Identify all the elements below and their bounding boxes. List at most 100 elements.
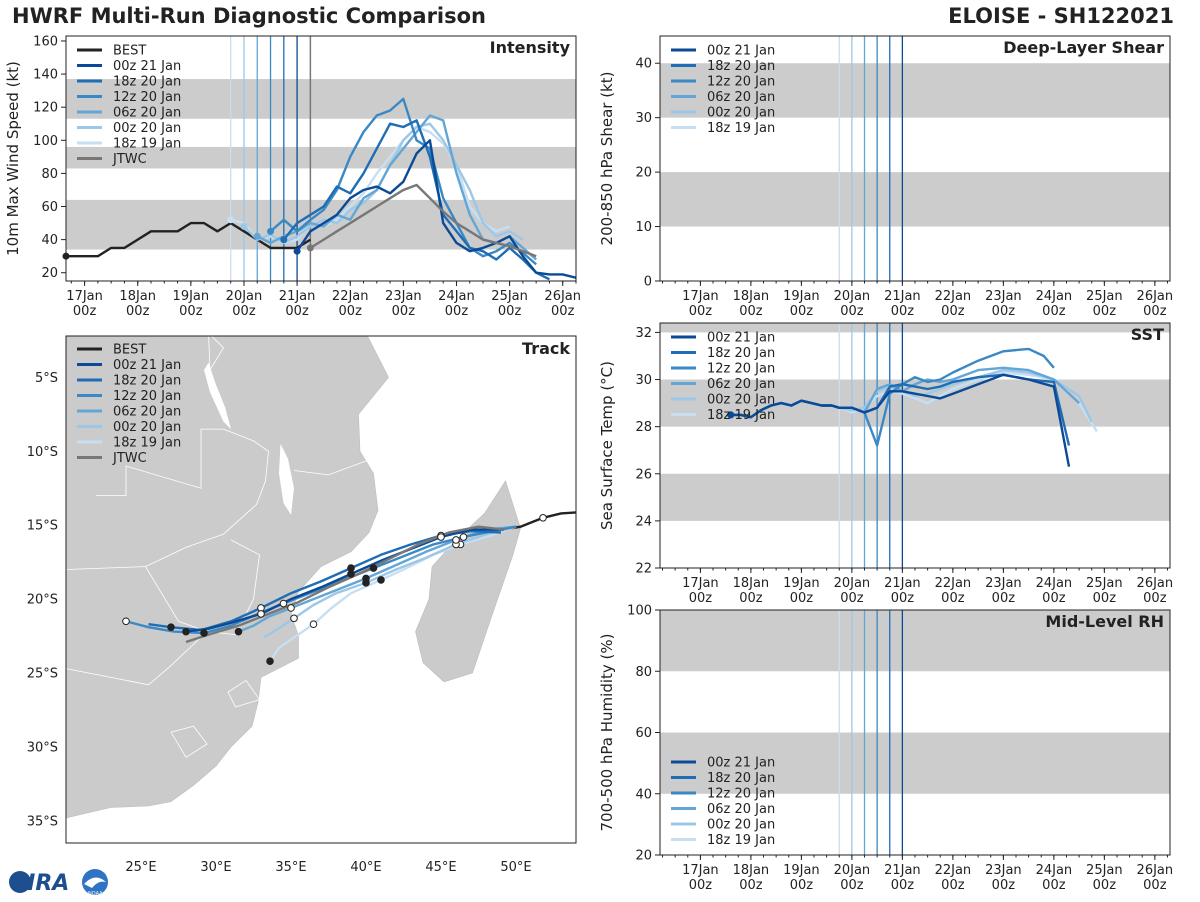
legend-label: 18z 20 Jan [707, 771, 775, 786]
x-tick-label: 25Jan [491, 289, 528, 304]
threshold-band [660, 172, 1170, 227]
x-tick-label: 21Jan [884, 289, 921, 304]
track-position-marker [266, 657, 274, 665]
series-line-r00z21 [730, 373, 1071, 467]
x-tick-label: 17Jan [682, 289, 719, 304]
series-start-marker [727, 411, 735, 419]
x-tick-label: 00z [126, 304, 150, 319]
x-tick-label: 25Jan [1086, 863, 1123, 878]
x-tick-label: 00z [790, 878, 814, 893]
x-tick-label: 00z [339, 304, 363, 319]
x-tick-label: 00z [689, 591, 713, 606]
lat-label: 35°S [27, 814, 58, 829]
legend-label: 00z 20 Jan [707, 393, 775, 408]
track-position-marker [200, 629, 208, 637]
legend-label: 00z 21 Jan [113, 59, 181, 74]
panel-track: 25°E 30°E 35°E 40°E 45°E 50°E 5°S 10°S 15°S 20°S 2… [27, 335, 577, 875]
lon-label: 35°E [275, 860, 306, 875]
y-tick-label: 40 [41, 233, 58, 248]
legend-label: 06z 20 Jan [707, 377, 775, 392]
x-tick-label: 00z [891, 878, 915, 893]
x-tick-label: 24Jan [1036, 863, 1073, 878]
x-tick-label: 23Jan [985, 576, 1022, 591]
track-position-marker [182, 627, 190, 636]
x-tick-label: 24Jan [1036, 576, 1073, 591]
series-line-r12z20 [269, 97, 537, 266]
track-position-marker [287, 604, 295, 612]
x-tick-label: 00z [179, 304, 203, 319]
x-tick-label: 26Jan [1137, 576, 1174, 591]
track-line-JTWC [185, 525, 505, 644]
track-layer [122, 511, 576, 665]
panel-shear: 17Jan00z18Jan00z19Jan00z20Jan00z21Jan00z… [598, 35, 1173, 319]
x-tick-label: 00z [992, 878, 1016, 893]
lat-label: 30°S [27, 740, 58, 755]
globe-icon [9, 871, 31, 893]
series-start-marker [293, 247, 301, 255]
y-tick-label: 22 [635, 562, 652, 577]
y-tick-label: 10 [635, 220, 652, 235]
legend-label: 12z 20 Jan [707, 787, 775, 802]
track-position-marker [369, 564, 378, 572]
lake-tanganyika [204, 362, 231, 430]
x-tick-label: 21Jan [884, 863, 921, 878]
y-tick-label: 60 [41, 200, 58, 215]
track-line-r00z21 [185, 528, 504, 633]
y-tick-label: 140 [33, 68, 58, 83]
x-tick-label: 00z [941, 878, 965, 893]
figure-title: HWRF Multi-Run Diagnostic Comparison [12, 4, 487, 28]
track-position-marker [234, 627, 243, 636]
track-position-marker [452, 536, 460, 544]
x-tick-label: 00z [232, 304, 256, 319]
x-tick-label: 00z [992, 304, 1016, 319]
x-tick-label: 23Jan [985, 863, 1022, 878]
x-tick-label: 17Jan [682, 576, 719, 591]
y-tick-label: 20 [635, 849, 652, 864]
y-tick-label: 160 [33, 34, 58, 49]
y-tick-label: 100 [627, 604, 652, 619]
x-tick-label: 19Jan [783, 289, 820, 304]
x-tick-label: 00z [392, 304, 416, 319]
lon-label: 50°E [500, 860, 531, 875]
threshold-band [660, 610, 1170, 672]
panel-title: Mid-Level RH [1045, 612, 1164, 631]
threshold-band [66, 79, 576, 119]
madagascar-landmass [415, 480, 521, 683]
legend-label: 12z 20 Jan [707, 75, 775, 90]
legend-label: 18z 20 Jan [707, 59, 775, 74]
legend-label: 18z 20 Jan [113, 374, 181, 389]
track-position-marker [459, 533, 468, 541]
legend-label: 12z 20 Jan [707, 362, 775, 377]
lon-label: 30°E [200, 860, 231, 875]
legend-label: 00z 21 Jan [707, 331, 775, 346]
country-border [145, 539, 260, 636]
x-tick-label: 18Jan [733, 289, 770, 304]
country-border [208, 336, 225, 372]
panel-intensity: 17Jan00z18Jan00z19Jan00z20Jan00z21Jan00z… [4, 34, 581, 319]
x-tick-label: 22Jan [935, 863, 972, 878]
x-tick-label: 00z [551, 304, 575, 319]
x-tick-label: 00z [1143, 591, 1167, 606]
track-position-marker [290, 614, 298, 623]
x-tick-label: 00z [840, 878, 864, 893]
x-tick-label: 00z [445, 304, 469, 319]
x-tick-label: 00z [739, 591, 763, 606]
lon-label: 45°E [425, 860, 456, 875]
x-tick-label: 00z [1143, 878, 1167, 893]
legend-label: 06z 20 Jan [113, 106, 181, 121]
y-axis-label: 10m Max Wind Speed (kt) [4, 61, 22, 256]
lat-label: 10°S [27, 445, 58, 460]
lat-label: 15°S [27, 519, 58, 534]
x-tick-label: 00z [739, 304, 763, 319]
x-tick-label: 19Jan [783, 863, 820, 878]
x-tick-label: 00z [891, 591, 915, 606]
x-tick-label: 22Jan [935, 576, 972, 591]
x-tick-label: 00z [1093, 878, 1117, 893]
y-tick-label: 40 [635, 57, 652, 72]
y-tick-label: 30 [635, 111, 652, 126]
y-tick-label: 60 [635, 726, 652, 741]
series-line-r18z20 [282, 119, 550, 281]
legend-label: 18z 19 Jan [113, 436, 181, 451]
country-border [170, 725, 208, 758]
x-tick-label: 00z [689, 304, 713, 319]
